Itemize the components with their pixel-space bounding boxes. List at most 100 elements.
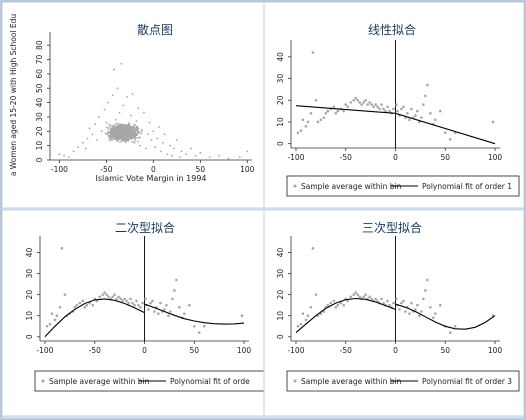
x-axis-label: Islamic Vote Margin in 1994 xyxy=(95,174,206,183)
bin-average-point xyxy=(356,98,359,102)
scatter-point xyxy=(133,125,136,128)
scatter-point xyxy=(111,128,114,130)
bin-average-point xyxy=(187,303,191,307)
bin-average-point xyxy=(354,291,357,294)
bin-average-point xyxy=(438,109,442,113)
bin-average-point xyxy=(448,331,452,334)
bin-average-point xyxy=(382,107,385,111)
bin-average-point xyxy=(352,98,356,102)
scatter-point xyxy=(120,62,123,65)
chart-panel-3: 二次型拟合 0 10 20 30 40 -100 -50 0 50 100 Sample averag… xyxy=(1,209,266,417)
scatter-point xyxy=(131,93,134,95)
legend-marker xyxy=(293,184,297,188)
bin-average-point xyxy=(183,312,186,315)
scatter-point xyxy=(129,136,132,139)
bin-average-point xyxy=(48,322,52,326)
bin-average-point xyxy=(358,101,361,104)
scatter-point xyxy=(129,114,132,117)
bin-average-point xyxy=(368,295,371,299)
scatter-point xyxy=(127,135,130,138)
scatter-point xyxy=(136,129,139,132)
scatter-point xyxy=(208,156,211,159)
scatter-point xyxy=(163,133,166,136)
scatter-point xyxy=(238,156,241,159)
fit-line xyxy=(395,303,496,330)
bin-average-point xyxy=(153,310,156,313)
scatter-point xyxy=(190,147,192,150)
scatter-point xyxy=(218,154,221,157)
scatter-point xyxy=(111,138,114,140)
scatter-point xyxy=(140,132,143,135)
scatter-point xyxy=(116,137,119,140)
x-tick-label: -100 xyxy=(51,165,68,174)
bin-average-point xyxy=(304,124,308,128)
bin-average-point xyxy=(378,107,381,111)
bin-average-point xyxy=(392,301,395,305)
scatter-point xyxy=(109,139,112,142)
bin-average-point xyxy=(364,98,367,102)
scatter-point xyxy=(96,139,98,141)
scatter-point xyxy=(159,150,162,153)
bin-average-point xyxy=(296,324,300,328)
y-tick-label: 40 xyxy=(25,248,34,258)
bin-average-point xyxy=(85,303,89,307)
panel-card xyxy=(263,1,525,209)
bin-average-point xyxy=(402,299,405,303)
bin-average-point xyxy=(408,312,411,315)
bin-average-point xyxy=(376,105,379,109)
scatter-point xyxy=(199,151,202,154)
scatter-point xyxy=(120,134,123,136)
bin-average-point xyxy=(322,116,326,119)
bin-average-point xyxy=(360,103,363,106)
x-tick-label: -50 xyxy=(340,346,352,355)
bin-average-point xyxy=(173,289,176,292)
bin-average-point xyxy=(53,318,57,322)
bin-average-point xyxy=(376,299,379,303)
bin-average-point xyxy=(418,314,421,318)
bin-average-point xyxy=(137,303,140,307)
scatter-point xyxy=(123,126,126,128)
scatter-point xyxy=(113,134,116,137)
watermark: 知乎 @枫叶668 xyxy=(400,397,480,411)
scatter-point xyxy=(114,127,116,130)
scatter-point xyxy=(132,133,134,136)
bin-average-point xyxy=(45,324,49,328)
scatter-point xyxy=(126,139,129,141)
bin-average-point xyxy=(339,301,343,305)
scatter-point xyxy=(133,141,136,144)
legend-marker-label: Sample average within bin xyxy=(49,377,150,386)
scatter-point xyxy=(133,139,136,142)
y-tick-label: 60 xyxy=(35,69,44,79)
scatter-point xyxy=(116,128,118,131)
bin-average-point xyxy=(380,103,383,106)
x-tick-label: 100 xyxy=(488,153,503,162)
bin-average-point xyxy=(432,316,435,320)
bin-average-point xyxy=(370,297,373,301)
x-tick-label: 50 xyxy=(440,153,450,162)
bin-average-point xyxy=(416,109,419,113)
bin-average-point xyxy=(98,295,102,299)
y-tick-label: 30 xyxy=(25,269,34,279)
legend: Sample average within bin Polynomial fit … xyxy=(286,370,520,392)
scatter-point xyxy=(144,147,147,150)
legend-line-label: Polynomial fit of order 3 xyxy=(422,377,512,386)
scatter-point xyxy=(94,123,96,126)
bin-average-point xyxy=(83,305,87,309)
fit-line xyxy=(295,297,396,334)
bin-average-point xyxy=(416,303,419,307)
bin-average-point xyxy=(306,314,310,318)
bin-average-point xyxy=(121,299,124,303)
scatter-point xyxy=(124,132,127,134)
bin-average-point xyxy=(167,314,170,318)
chart-panel-1: 散点图 0 10 20 30 40 50 60 70 80 -100 -50 0 50 100 Islamic… xyxy=(1,1,265,209)
bin-average-point xyxy=(349,295,353,299)
scatter-point xyxy=(117,131,120,134)
scatter-point xyxy=(154,146,157,148)
bin-average-point xyxy=(60,247,64,250)
fit-line xyxy=(395,112,496,145)
scatter-point xyxy=(124,124,127,127)
scatter-point xyxy=(88,127,91,130)
bin-average-point xyxy=(165,303,168,307)
bin-average-point xyxy=(354,96,357,100)
scatter-point xyxy=(118,127,121,129)
